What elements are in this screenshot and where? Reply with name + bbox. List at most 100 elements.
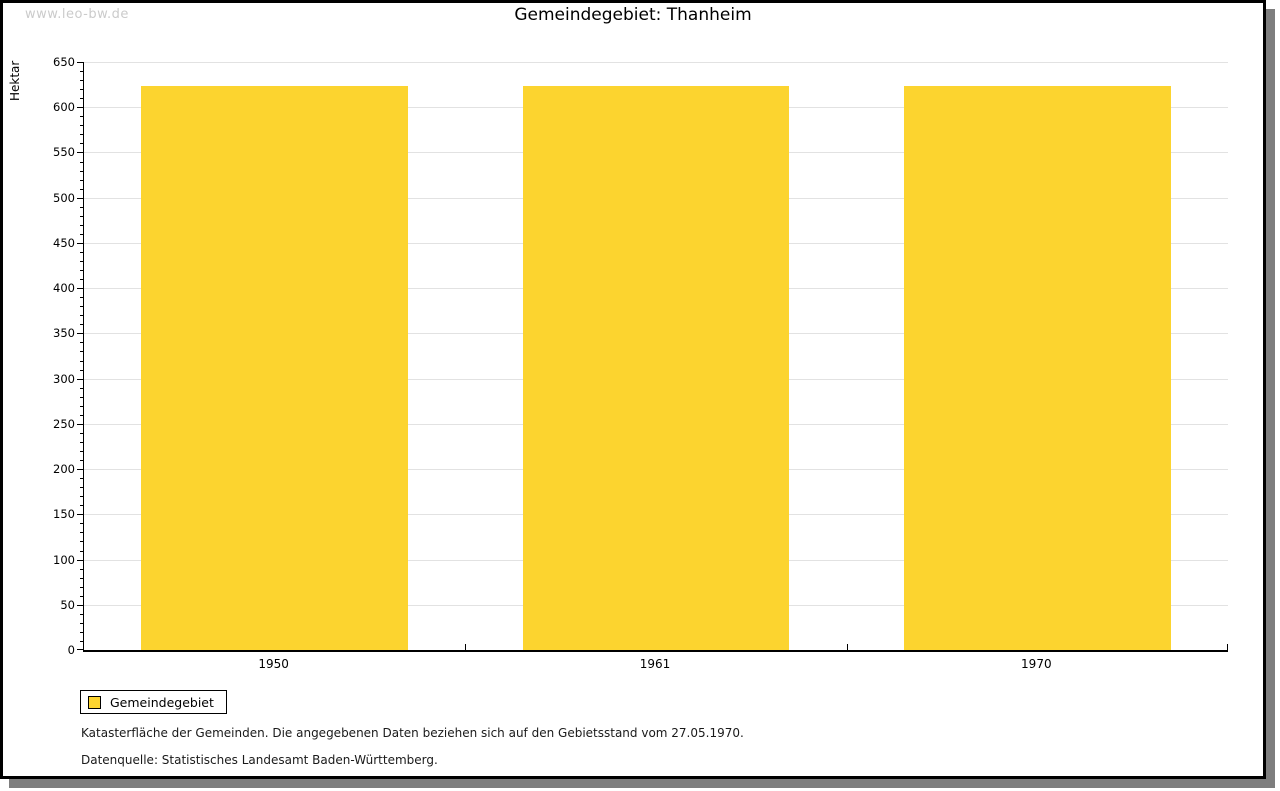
y-major-tick bbox=[77, 288, 84, 290]
y-minor-tick bbox=[80, 342, 84, 344]
legend-swatch bbox=[88, 695, 101, 709]
y-major-tick bbox=[77, 197, 84, 199]
y-minor-tick bbox=[80, 523, 84, 525]
chart-title: Gemeindegebiet: Thanheim bbox=[514, 5, 752, 25]
y-major-tick bbox=[77, 107, 84, 109]
gridline bbox=[84, 62, 1228, 63]
y-major-tick bbox=[77, 333, 84, 335]
y-minor-tick bbox=[80, 631, 84, 633]
bar bbox=[903, 86, 1171, 650]
footnote-source: Datenquelle: Statistisches Landesamt Bad… bbox=[81, 753, 438, 767]
y-minor-tick bbox=[80, 306, 84, 308]
y-minor-tick bbox=[80, 640, 84, 642]
x-category-label: 1970 bbox=[1021, 657, 1052, 671]
y-major-tick bbox=[77, 378, 84, 380]
plot-area: 0 50 100 150 200 250 300 350 400 450 500 550 600 650 bbox=[53, 55, 1228, 657]
y-minor-tick bbox=[80, 297, 84, 299]
y-minor-tick bbox=[80, 586, 84, 588]
y-minor-tick bbox=[80, 550, 84, 552]
y-major-tick bbox=[77, 559, 84, 561]
y-minor-tick bbox=[80, 441, 84, 443]
watermark: www.leo-bw.de bbox=[25, 7, 129, 22]
y-minor-tick bbox=[80, 478, 84, 480]
y-minor-tick bbox=[80, 188, 84, 190]
y-major-tick bbox=[77, 514, 84, 516]
y-major-tick bbox=[77, 242, 84, 244]
bar bbox=[141, 86, 409, 650]
legend-box: Gemeindegebiet bbox=[80, 690, 227, 714]
y-minor-tick bbox=[80, 387, 84, 389]
y-tick-label: 500 bbox=[53, 190, 75, 205]
x-axis-tick bbox=[846, 644, 848, 650]
y-minor-tick bbox=[80, 143, 84, 145]
x-axis-tick bbox=[465, 644, 467, 650]
y-minor-tick bbox=[80, 451, 84, 452]
y-major-tick bbox=[77, 469, 84, 471]
y-minor-tick bbox=[80, 161, 84, 163]
x-axis-end-tick bbox=[1227, 644, 1228, 650]
y-minor-tick bbox=[80, 396, 84, 398]
y-minor-tick bbox=[80, 414, 84, 416]
y-minor-tick bbox=[80, 315, 84, 317]
y-tick-label: 650 bbox=[53, 55, 75, 69]
y-tick-label: 100 bbox=[53, 552, 75, 567]
y-minor-tick bbox=[80, 89, 84, 91]
y-tick-label: 0 bbox=[67, 643, 75, 657]
y-minor-tick bbox=[80, 125, 84, 127]
bar bbox=[522, 86, 790, 650]
y-tick-label: 150 bbox=[53, 507, 75, 522]
y-minor-tick bbox=[80, 432, 84, 434]
y-minor-tick bbox=[80, 116, 84, 118]
y-minor-tick bbox=[80, 577, 84, 579]
x-category-label: 1950 bbox=[258, 657, 289, 671]
y-minor-tick bbox=[80, 460, 84, 462]
y-minor-tick bbox=[80, 496, 84, 498]
y-axis-title: Hektar bbox=[8, 60, 22, 101]
y-tick-label: 250 bbox=[53, 416, 75, 431]
y-minor-tick bbox=[80, 360, 84, 362]
y-minor-tick bbox=[80, 80, 84, 82]
y-major-tick bbox=[77, 423, 84, 425]
y-minor-tick bbox=[80, 324, 84, 326]
y-minor-tick bbox=[80, 613, 84, 615]
y-minor-tick bbox=[80, 595, 84, 597]
y-minor-tick bbox=[80, 270, 84, 272]
y-minor-tick bbox=[80, 369, 84, 371]
y-minor-tick bbox=[80, 206, 84, 208]
y-tick-label: 300 bbox=[53, 371, 75, 386]
y-minor-tick bbox=[80, 179, 84, 181]
y-minor-tick bbox=[80, 170, 84, 172]
y-minor-tick bbox=[80, 134, 84, 136]
y-minor-tick bbox=[80, 487, 84, 489]
y-minor-tick bbox=[80, 215, 84, 217]
y-tick-label: 50 bbox=[60, 597, 75, 612]
y-minor-tick bbox=[80, 98, 84, 100]
y-tick-label: 200 bbox=[53, 462, 75, 477]
y-minor-tick bbox=[80, 224, 84, 226]
y-tick-label: 450 bbox=[53, 235, 75, 250]
y-minor-tick bbox=[80, 261, 84, 263]
chart-frame: www.leo-bw.de Gemeindegebiet: Thanheim H… bbox=[0, 0, 1266, 779]
x-category-label: 1961 bbox=[639, 657, 671, 671]
x-axis-labels: 1950 1961 1970 bbox=[83, 657, 1228, 673]
y-minor-tick bbox=[80, 568, 84, 570]
y-minor-tick bbox=[80, 71, 84, 73]
y-minor-tick bbox=[80, 233, 84, 235]
y-minor-tick bbox=[80, 351, 84, 353]
y-minor-tick bbox=[80, 532, 84, 534]
y-major-tick bbox=[77, 62, 84, 63]
y-minor-tick bbox=[80, 405, 84, 407]
y-major-tick bbox=[77, 604, 84, 606]
y-minor-tick bbox=[80, 279, 84, 281]
y-tick-label: 350 bbox=[53, 326, 75, 341]
footnote-description: Katasterfläche der Gemeinden. Die angege… bbox=[81, 726, 744, 740]
y-tick-label: 600 bbox=[53, 100, 75, 115]
y-major-tick bbox=[77, 649, 84, 650]
y-minor-tick bbox=[80, 541, 84, 543]
y-major-tick bbox=[77, 152, 84, 154]
y-minor-tick bbox=[80, 251, 84, 253]
legend-label: Gemeindegebiet bbox=[110, 694, 214, 710]
y-minor-tick bbox=[80, 505, 84, 507]
y-minor-tick bbox=[80, 622, 84, 624]
y-tick-label: 400 bbox=[53, 281, 75, 296]
